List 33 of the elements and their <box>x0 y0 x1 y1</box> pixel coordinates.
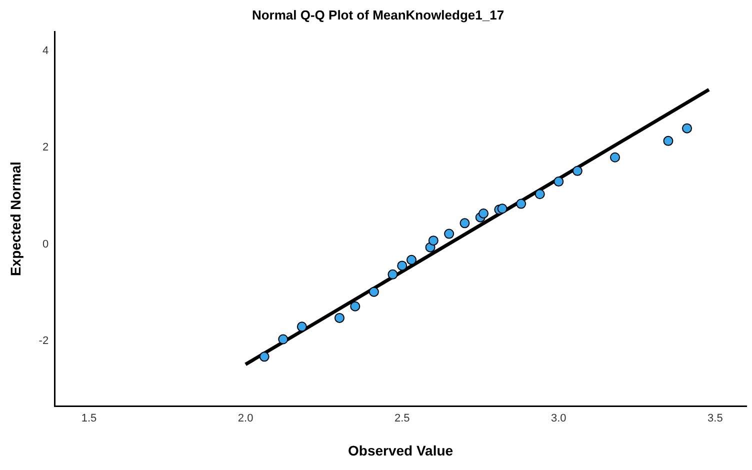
point <box>572 166 582 176</box>
point <box>554 176 564 187</box>
point <box>406 254 416 265</box>
point <box>368 286 379 297</box>
point <box>278 334 288 344</box>
y-tick-label: 4 <box>42 44 49 57</box>
point <box>296 322 307 332</box>
point <box>334 312 344 323</box>
x-tick-label: 1.5 <box>81 412 97 425</box>
point <box>259 352 270 362</box>
point <box>516 198 526 209</box>
point <box>444 228 454 239</box>
x-axis-title: Observed Value <box>348 442 454 458</box>
x-tick-label: 3.0 <box>551 412 566 425</box>
point <box>682 123 692 134</box>
point <box>388 269 398 280</box>
point <box>534 189 545 200</box>
point <box>460 218 470 228</box>
y-axis-title: Expected Normal <box>7 162 24 276</box>
point <box>397 260 408 271</box>
point <box>428 236 438 246</box>
y-tick-label: 0 <box>42 238 49 250</box>
point <box>350 301 360 312</box>
point <box>610 152 620 162</box>
x-tick-label: 2.5 <box>394 412 410 425</box>
x-tick-label: 2.0 <box>238 412 254 425</box>
y-tick-label: 2 <box>42 142 49 154</box>
point <box>478 208 489 218</box>
chart-title: Normal Q-Q Plot of MeanKnowledge1_17 <box>252 7 504 22</box>
x-tick-label: 3.5 <box>708 412 723 425</box>
point <box>663 136 674 146</box>
y-tick-label: -2 <box>38 335 49 348</box>
point <box>497 204 508 214</box>
